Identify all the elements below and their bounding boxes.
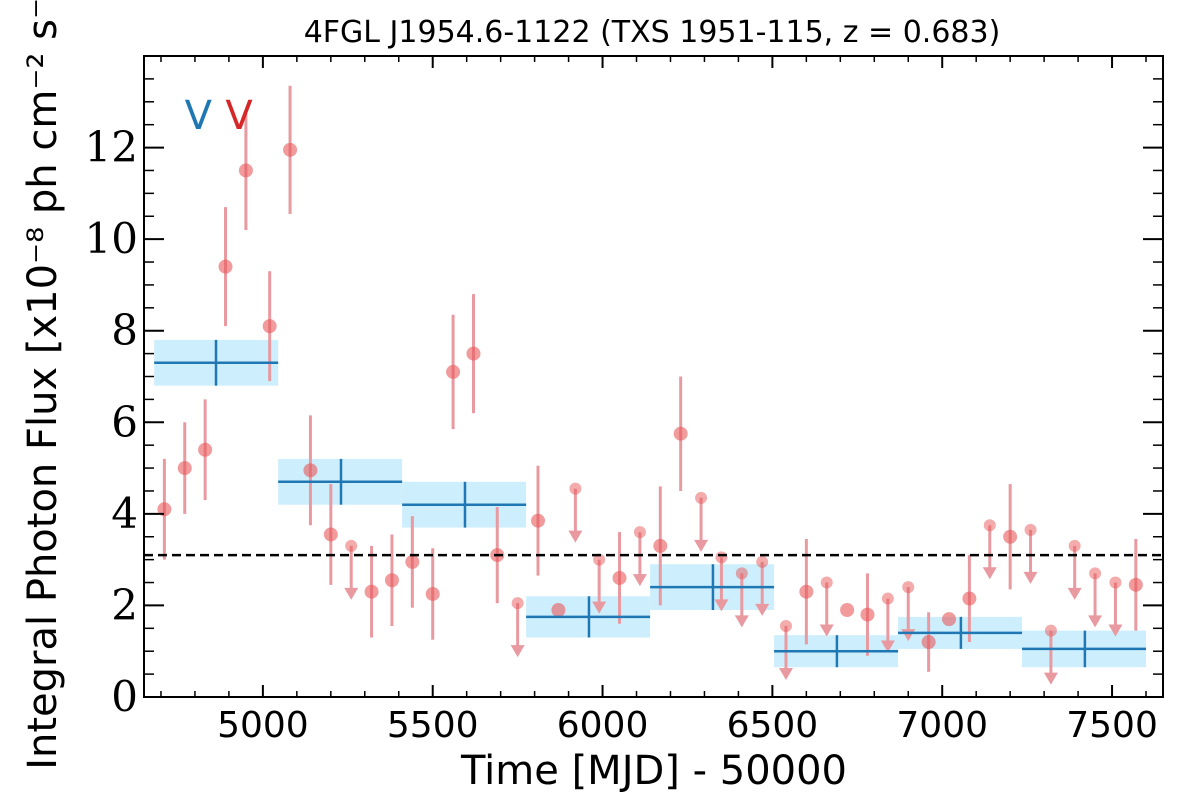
detection-point [446,364,461,379]
x-axis-label: Time [MJD] - 50000 [460,748,847,794]
y-tick-label: 8 [111,306,138,355]
detection-point [262,319,277,334]
upper-limit-point [1044,624,1057,637]
axes: 5000 5500 6000 6500 7000 7500 0 2 4 6 8 10 12 [85,55,1164,746]
upper-limit-point [695,491,708,504]
upper-limit-arrow [568,530,583,543]
event-marker: V [185,93,213,139]
upper-limit-point [779,620,792,633]
detection-point [384,573,399,588]
upper-limit-arrow [510,645,525,658]
upper-limit-point [511,597,524,610]
detection-point [198,442,213,457]
x-tick-label: 5500 [387,705,479,746]
detection-point [218,259,233,274]
upper-limit-point [1089,567,1102,580]
x-tick-label: 6500 [727,705,819,746]
detection-point [840,603,855,618]
upper-limit-arrow [778,668,793,681]
upper-limit-arrow [734,615,749,628]
upper-limit-point [881,592,894,605]
upper-limit-point [735,567,748,580]
detection-point [466,346,481,361]
y-tick-label: 6 [111,397,138,446]
x-tick-label: 7000 [896,705,988,746]
upper-limit-arrow [982,567,997,580]
upper-limit-arrow [632,574,647,587]
detection-point [962,591,977,606]
upper-limit-point [633,526,646,539]
upper-limit-point [715,551,728,564]
detection-point [303,463,318,478]
upper-limit-arrow [880,640,895,653]
detection-point [283,142,298,157]
y-axis-label: Integral Photon Flux [x10⁻⁸ ph cm⁻² s⁻¹] [20,0,66,770]
upper-limit-arrow [344,587,359,600]
upper-limit-arrow [1067,587,1082,600]
upper-limit-point [902,581,915,594]
chart-title: 4FGL J1954.6-1122 (TXS 1951-115, z = 0.6… [304,15,1001,50]
event-marker: V [225,93,253,139]
detection-point [799,584,814,599]
upper-limit-point [983,519,996,532]
detection-point [673,426,688,441]
detection-point [1128,577,1143,592]
y-tick-label: 0 [111,672,138,721]
detection-point [405,554,420,569]
y-tick-label: 2 [111,580,138,629]
detection-point [364,584,379,599]
detection-point [531,513,546,528]
upper-limit-point [756,555,769,568]
upper-limit-arrow [1108,624,1123,637]
detection-point [238,163,253,178]
detection-point [551,603,566,618]
detection-point [860,607,875,622]
detection-point [921,635,936,650]
upper-limit-point [593,553,606,566]
detection-point [1003,529,1018,544]
upper-limit-arrow [1043,672,1058,685]
detection-point [425,586,440,601]
detection-point [157,502,172,517]
upper-limit-point [1024,523,1037,536]
upper-limit-arrow [1088,615,1103,628]
upper-limit-point [820,576,833,589]
y-tick-label: 12 [85,123,138,172]
upper-limit-arrow [1023,571,1038,584]
upper-limit-arrow [592,601,607,614]
detection-point [612,570,627,585]
x-tick-label: 7500 [1066,705,1158,746]
upper-limit-arrow [819,624,834,637]
upper-limit-point [569,482,582,495]
y-tick-label: 10 [85,214,138,263]
detection-point [177,461,192,476]
x-tick-label: 5000 [217,705,309,746]
upper-limit-point [1068,539,1081,552]
upper-limit-point [345,539,358,552]
upper-limit-point [1109,576,1122,589]
upper-limit-arrow [694,539,709,552]
y-tick-label: 4 [111,489,138,538]
upper-limit-arrow [755,603,770,616]
x-tick-label: 6000 [557,705,649,746]
upper-limit-arrow [714,599,729,612]
detection-point [942,612,957,627]
detection-point [653,538,668,553]
detection-point [323,527,338,542]
